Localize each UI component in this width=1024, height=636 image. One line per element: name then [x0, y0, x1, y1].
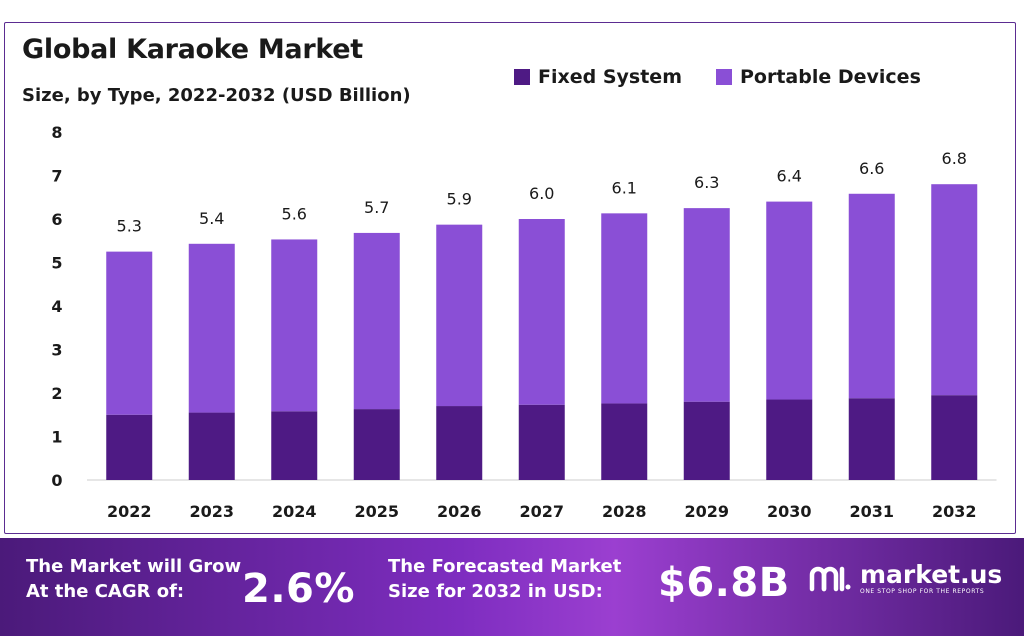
- x-tick-label: 2027: [519, 502, 564, 521]
- forecast-caption: The Forecasted Market Size for 2032 in U…: [388, 554, 621, 604]
- y-tick-label: 0: [51, 471, 62, 490]
- y-tick-label: 4: [51, 297, 62, 316]
- x-tick-label: 2026: [437, 502, 482, 521]
- x-tick-label: 2022: [107, 502, 152, 521]
- bar-portable-devices-2028: [601, 213, 648, 404]
- y-tick-label: 7: [51, 167, 62, 186]
- bar-fixed-system-2031: [848, 398, 895, 480]
- bar-fixed-system-2029: [683, 401, 730, 480]
- market-us-logo-icon: [809, 566, 851, 592]
- bar-total-label: 5.7: [364, 198, 389, 217]
- bar-total-label: 5.6: [282, 204, 307, 223]
- bar-fixed-system-2025: [353, 409, 400, 480]
- bar-total-label: 5.9: [447, 190, 472, 209]
- legend-item-portable-devices: Portable Devices: [716, 66, 921, 88]
- bar-fixed-system-2028: [601, 403, 648, 480]
- bar-portable-devices-2029: [683, 208, 730, 402]
- bar-fixed-system-2027: [518, 404, 565, 480]
- chart-subtitle: Size, by Type, 2022-2032 (USD Billion): [22, 85, 411, 106]
- legend: Fixed System Portable Devices: [514, 66, 921, 88]
- bar-total-label: 6.0: [529, 184, 554, 203]
- bar-total-label: 6.4: [777, 167, 802, 186]
- bar-total-label: 6.1: [612, 178, 637, 197]
- bar-portable-devices-2027: [518, 219, 565, 405]
- x-tick-label: 2023: [189, 502, 234, 521]
- x-tick-label: 2029: [684, 502, 729, 521]
- legend-item-fixed-system: Fixed System: [514, 66, 682, 88]
- bar-total-label: 6.8: [942, 149, 967, 168]
- bar-total-label: 5.4: [199, 209, 224, 228]
- bar-portable-devices-2031: [848, 193, 895, 399]
- chart-title: Global Karaoke Market: [22, 34, 363, 65]
- bar-fixed-system-2026: [436, 406, 483, 480]
- bar-portable-devices-2025: [353, 232, 400, 410]
- forecast-value: $6.8B: [658, 560, 790, 606]
- brand-name: market.us: [860, 560, 1003, 589]
- y-tick-label: 1: [51, 428, 62, 447]
- y-tick-label: 8: [51, 123, 62, 142]
- legend-swatch-fixed-system: [514, 69, 530, 85]
- brand-tagline: ONE STOP SHOP FOR THE REPORTS: [860, 588, 985, 595]
- bar-total-label: 6.6: [859, 159, 884, 178]
- bar-fixed-system-2023: [188, 412, 235, 480]
- x-tick-label: 2031: [849, 502, 894, 521]
- cagr-caption-line2: At the CAGR of:: [26, 581, 185, 602]
- cagr-value: 2.6%: [242, 566, 355, 612]
- bar-fixed-system-2032: [931, 395, 978, 480]
- bar-portable-devices-2032: [931, 184, 978, 396]
- bar-portable-devices-2023: [188, 243, 235, 413]
- y-tick-label: 3: [51, 341, 62, 360]
- y-tick-label: 2: [51, 384, 62, 403]
- bar-total-label: 6.3: [694, 173, 719, 192]
- y-tick-label: 6: [51, 210, 62, 229]
- forecast-caption-line2: Size for 2032 in USD:: [388, 581, 603, 602]
- bar-fixed-system-2030: [766, 399, 813, 480]
- legend-label-portable-devices: Portable Devices: [740, 66, 921, 88]
- x-tick-label: 2032: [932, 502, 977, 521]
- bar-portable-devices-2024: [271, 239, 318, 412]
- x-tick-label: 2030: [767, 502, 812, 521]
- forecast-caption-line1: The Forecasted Market: [388, 556, 622, 577]
- legend-label-fixed-system: Fixed System: [538, 66, 682, 88]
- bar-fixed-system-2022: [106, 414, 153, 480]
- bar-portable-devices-2026: [436, 224, 483, 407]
- legend-swatch-portable-devices: [716, 69, 732, 85]
- brand-logo: market.us ONE STOP SHOP FOR THE REPORTS: [808, 562, 1002, 596]
- stacked-bar-chart: 0 1 2 3 4 5 6 7 8 5.3 2022 5.4 2023 5.6 2024 5.7 2025 5.9…: [51, 123, 997, 521]
- footer-banner: The Market will Grow At the CAGR of: 2.6…: [0, 538, 1024, 636]
- x-tick-label: 2024: [272, 502, 317, 521]
- cagr-caption-line1: The Market will Grow: [26, 556, 242, 577]
- x-tick-label: 2028: [602, 502, 647, 521]
- brand-text: market.us ONE STOP SHOP FOR THE REPORTS: [860, 562, 1002, 596]
- bar-portable-devices-2030: [766, 201, 813, 400]
- bar-portable-devices-2022: [106, 251, 153, 415]
- y-tick-label: 5: [51, 254, 62, 273]
- x-tick-label: 2025: [354, 502, 399, 521]
- bar-total-label: 5.3: [117, 217, 142, 236]
- cagr-caption: The Market will Grow At the CAGR of:: [26, 554, 241, 604]
- chart-frame: [4, 22, 1016, 534]
- bar-fixed-system-2024: [271, 411, 318, 480]
